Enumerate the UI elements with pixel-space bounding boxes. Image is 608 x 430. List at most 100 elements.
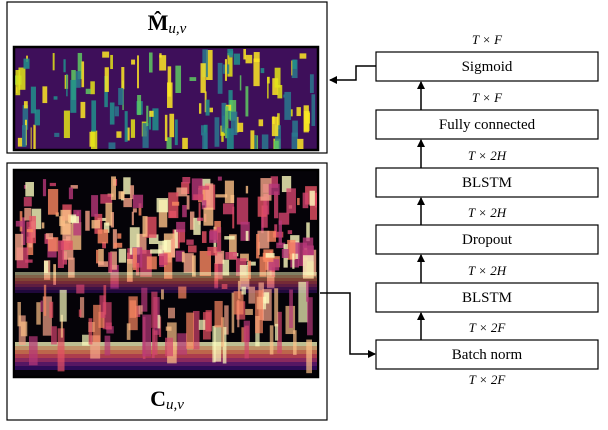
texture — [168, 307, 176, 319]
texture — [205, 99, 210, 116]
texture — [132, 208, 137, 213]
texture — [110, 212, 114, 228]
texture — [181, 251, 185, 263]
texture — [129, 300, 137, 318]
texture — [253, 52, 260, 62]
texture — [71, 222, 82, 250]
input-arrow — [320, 292, 376, 358]
texture — [298, 281, 309, 323]
texture — [281, 249, 289, 258]
texture — [126, 127, 130, 141]
texture — [215, 253, 223, 280]
texture — [256, 234, 260, 259]
texture — [127, 248, 135, 264]
texture — [75, 71, 81, 88]
texture — [53, 96, 58, 100]
texture — [290, 109, 293, 117]
texture — [265, 253, 275, 258]
texture — [257, 230, 270, 249]
texture — [167, 66, 172, 97]
texture — [292, 253, 295, 269]
layer-block — [375, 282, 599, 313]
texture — [146, 256, 157, 270]
texture — [247, 260, 251, 279]
texture — [186, 312, 194, 349]
texture — [106, 326, 114, 334]
texture — [49, 182, 56, 187]
texture — [26, 229, 34, 233]
texture — [40, 300, 43, 312]
texture — [158, 200, 168, 228]
texture — [198, 202, 201, 225]
texture — [256, 135, 259, 149]
texture — [209, 231, 218, 243]
texture — [18, 67, 26, 90]
texture — [179, 229, 186, 243]
layer-block — [375, 167, 599, 198]
label-subscript: u,v — [166, 397, 184, 413]
texture — [188, 245, 197, 253]
texture — [68, 257, 75, 278]
texture — [299, 53, 307, 59]
texture — [76, 284, 85, 294]
texture — [138, 305, 143, 315]
texture — [297, 197, 300, 206]
texture — [202, 132, 208, 149]
texture — [21, 217, 26, 246]
texture — [23, 197, 32, 207]
texture — [214, 117, 220, 147]
texture — [15, 290, 317, 293]
texture — [70, 185, 78, 189]
texture — [166, 137, 172, 149]
label-subscript: u,v — [168, 21, 186, 37]
texture — [275, 125, 281, 149]
texture — [109, 102, 115, 125]
texture — [15, 281, 317, 284]
texture — [175, 65, 182, 93]
texture — [148, 52, 153, 73]
label-main: C — [150, 386, 166, 411]
texture — [25, 182, 34, 197]
texture — [164, 252, 173, 279]
texture — [158, 240, 164, 257]
texture — [91, 220, 101, 229]
texture — [287, 230, 293, 235]
texture — [85, 88, 91, 95]
texture — [296, 107, 301, 117]
texture — [297, 242, 307, 267]
texture — [20, 321, 28, 337]
texture — [22, 125, 27, 147]
texture — [142, 314, 152, 357]
texture — [177, 333, 188, 355]
texture — [162, 240, 167, 251]
texture — [97, 229, 109, 244]
texture — [281, 176, 292, 193]
texture — [270, 176, 279, 188]
texture — [178, 286, 187, 299]
texture — [209, 107, 213, 113]
texture — [57, 240, 64, 269]
texture — [146, 105, 149, 127]
texture — [63, 59, 66, 73]
texture — [105, 322, 112, 330]
texture — [17, 301, 21, 327]
texture — [149, 110, 151, 130]
texture — [245, 54, 253, 64]
texture — [175, 250, 185, 262]
input-texture — [15, 176, 317, 374]
texture — [283, 94, 285, 98]
texture — [262, 289, 272, 321]
texture — [141, 287, 148, 312]
dimension-label: T × F — [472, 32, 503, 47]
dimension-label: T × 2F — [469, 372, 507, 387]
texture — [149, 110, 154, 117]
texture — [121, 67, 125, 90]
texture — [15, 69, 21, 96]
texture — [225, 106, 229, 139]
texture — [15, 284, 317, 287]
texture — [47, 189, 59, 215]
texture — [243, 48, 246, 60]
texture — [51, 326, 57, 345]
texture — [78, 309, 82, 317]
texture — [245, 185, 249, 194]
